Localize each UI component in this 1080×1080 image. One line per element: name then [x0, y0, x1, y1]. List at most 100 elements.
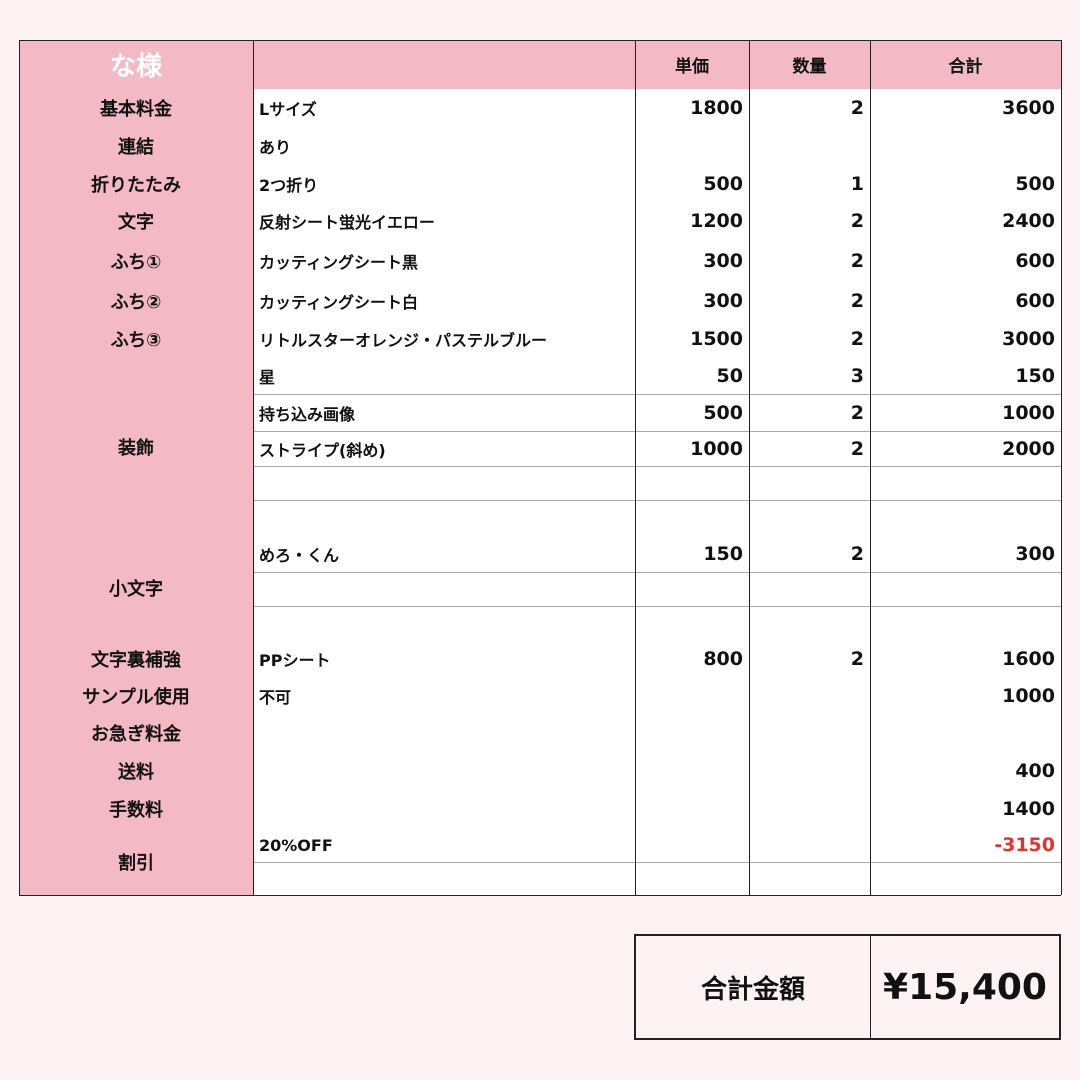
item-quantity	[749, 752, 870, 790]
grand-total-box: 合計金額 ¥15,400	[634, 934, 1061, 1040]
item-quantity: 1	[749, 165, 870, 202]
item-unit-price: 1000	[635, 431, 749, 466]
item-description: ストライプ(斜め)	[253, 431, 635, 466]
grid-line	[253, 466, 1061, 467]
item-subtotal	[870, 606, 1061, 640]
item-description	[253, 572, 635, 606]
item-subtotal	[870, 127, 1061, 165]
item-unit-price	[635, 752, 749, 790]
item-quantity: 2	[749, 282, 870, 320]
row-label: 小文字	[19, 535, 253, 640]
grid-line	[1061, 40, 1062, 895]
item-quantity	[749, 572, 870, 606]
item-description	[253, 790, 635, 828]
item-description: Lサイズ	[253, 89, 635, 127]
row-label: 文字	[19, 202, 253, 240]
item-unit-price	[635, 714, 749, 752]
row-label: 文字裏補強	[19, 640, 253, 677]
item-unit-price	[635, 127, 749, 165]
item-description: カッティングシート黒	[253, 240, 635, 282]
item-quantity	[749, 466, 870, 500]
item-subtotal: 3600	[870, 89, 1061, 127]
item-quantity	[749, 500, 870, 535]
header-quantity: 数量	[749, 40, 870, 89]
item-unit-price	[635, 828, 749, 862]
item-unit-price: 300	[635, 240, 749, 282]
grid-line	[253, 862, 1061, 863]
row-label: ふち①	[19, 240, 253, 282]
header-description	[253, 40, 635, 89]
row-label: 折りたたみ	[19, 165, 253, 202]
item-subtotal	[870, 862, 1061, 895]
row-label: 基本料金	[19, 89, 253, 127]
item-quantity: 2	[749, 202, 870, 240]
item-description: 2つ折り	[253, 165, 635, 202]
item-subtotal	[870, 572, 1061, 606]
item-subtotal	[870, 714, 1061, 752]
item-quantity: 2	[749, 431, 870, 466]
item-unit-price	[635, 500, 749, 535]
item-description	[253, 606, 635, 640]
item-quantity	[749, 790, 870, 828]
item-description: あり	[253, 127, 635, 165]
item-quantity: 3	[749, 358, 870, 394]
item-description	[253, 862, 635, 895]
grand-total-label: 合計金額	[700, 974, 805, 1005]
item-unit-price	[635, 790, 749, 828]
item-unit-price	[635, 677, 749, 714]
item-subtotal: 1400	[870, 790, 1061, 828]
item-subtotal	[870, 500, 1061, 535]
item-subtotal: -3150	[870, 828, 1061, 862]
item-description: 20%OFF	[253, 828, 635, 862]
row-label: 割引	[19, 828, 253, 895]
item-quantity	[749, 606, 870, 640]
item-quantity: 2	[749, 394, 870, 431]
row-label: ふち②	[19, 282, 253, 320]
header-subtotal: 合計	[870, 40, 1061, 89]
item-subtotal: 300	[870, 535, 1061, 572]
grid-line	[749, 40, 750, 895]
item-unit-price	[635, 572, 749, 606]
row-label: 手数料	[19, 790, 253, 828]
item-unit-price	[635, 606, 749, 640]
header-unit-price: 単価	[635, 40, 749, 89]
item-unit-price	[635, 466, 749, 500]
item-description	[253, 714, 635, 752]
row-label: お急ぎ料金	[19, 714, 253, 752]
item-unit-price: 500	[635, 165, 749, 202]
grid-line	[253, 500, 1061, 501]
item-subtotal: 500	[870, 165, 1061, 202]
grid-line	[870, 40, 871, 895]
grid-line	[253, 606, 1061, 607]
grid-line	[253, 572, 1061, 573]
item-description: 不可	[253, 677, 635, 714]
item-subtotal: 1000	[870, 394, 1061, 431]
item-subtotal: 600	[870, 240, 1061, 282]
item-unit-price: 50	[635, 358, 749, 394]
item-description	[253, 752, 635, 790]
grid-line	[253, 394, 1061, 395]
item-quantity	[749, 127, 870, 165]
grid-line	[635, 40, 636, 895]
item-quantity	[749, 862, 870, 895]
item-subtotal: 3000	[870, 320, 1061, 358]
item-description: リトルスターオレンジ・パステルブルー	[253, 320, 635, 358]
item-description: 星	[253, 358, 635, 394]
item-quantity: 2	[749, 320, 870, 358]
row-label: サンプル使用	[19, 677, 253, 714]
row-label: ふち③	[19, 320, 253, 358]
grid-line	[253, 431, 1061, 432]
item-subtotal: 150	[870, 358, 1061, 394]
item-unit-price: 150	[635, 535, 749, 572]
item-subtotal: 1000	[870, 677, 1061, 714]
grid-line	[19, 40, 1061, 41]
customer-name: な様	[19, 40, 253, 89]
item-unit-price: 500	[635, 394, 749, 431]
item-description	[253, 500, 635, 535]
item-quantity: 2	[749, 240, 870, 282]
item-description: カッティングシート白	[253, 282, 635, 320]
item-quantity: 2	[749, 535, 870, 572]
item-quantity	[749, 828, 870, 862]
grid-line	[19, 40, 20, 895]
